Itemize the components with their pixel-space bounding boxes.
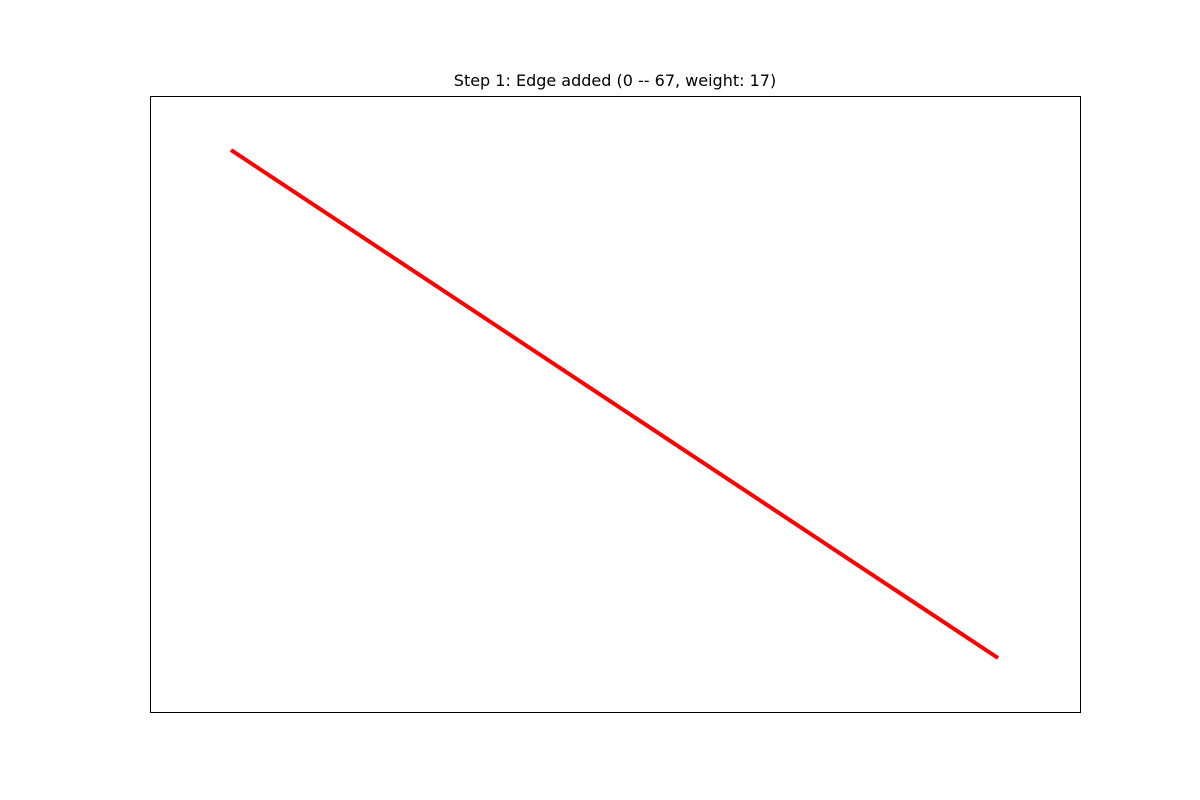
plot-title: Step 1: Edge added (0 -- 67, weight: 17) [453,71,777,90]
edge-0-67 [229,148,1000,660]
